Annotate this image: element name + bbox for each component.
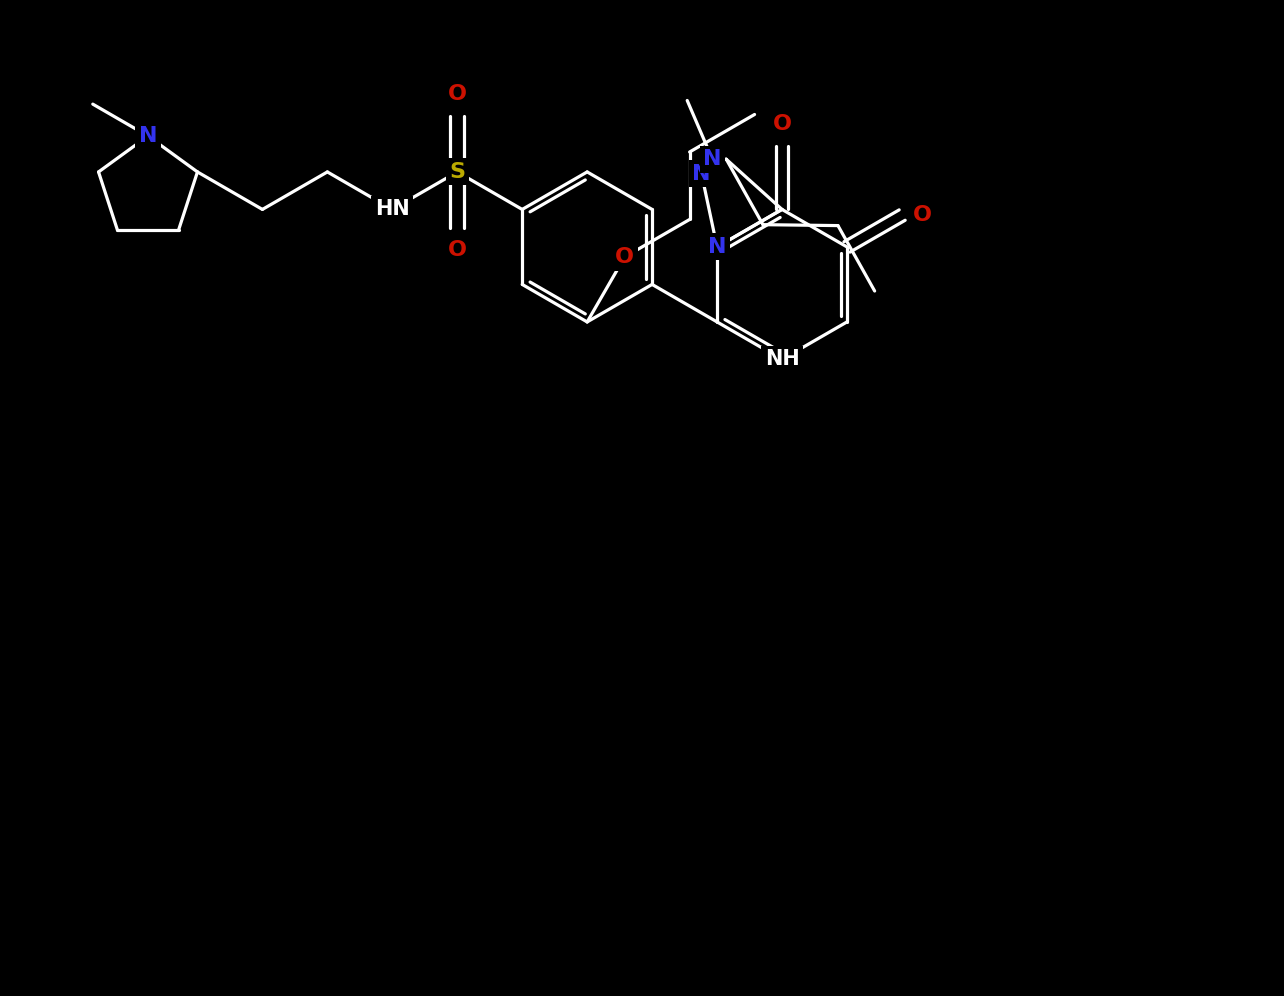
Text: N: N — [707, 237, 727, 257]
Text: O: O — [448, 240, 467, 260]
Text: O: O — [615, 247, 634, 267]
Text: S: S — [449, 162, 465, 182]
Text: HN: HN — [375, 199, 410, 219]
Text: O: O — [913, 205, 932, 225]
Text: N: N — [692, 163, 711, 183]
Text: N: N — [704, 149, 722, 169]
Text: O: O — [448, 84, 467, 104]
Text: NH: NH — [765, 350, 800, 370]
Text: O: O — [773, 114, 791, 133]
Text: N: N — [139, 126, 157, 146]
